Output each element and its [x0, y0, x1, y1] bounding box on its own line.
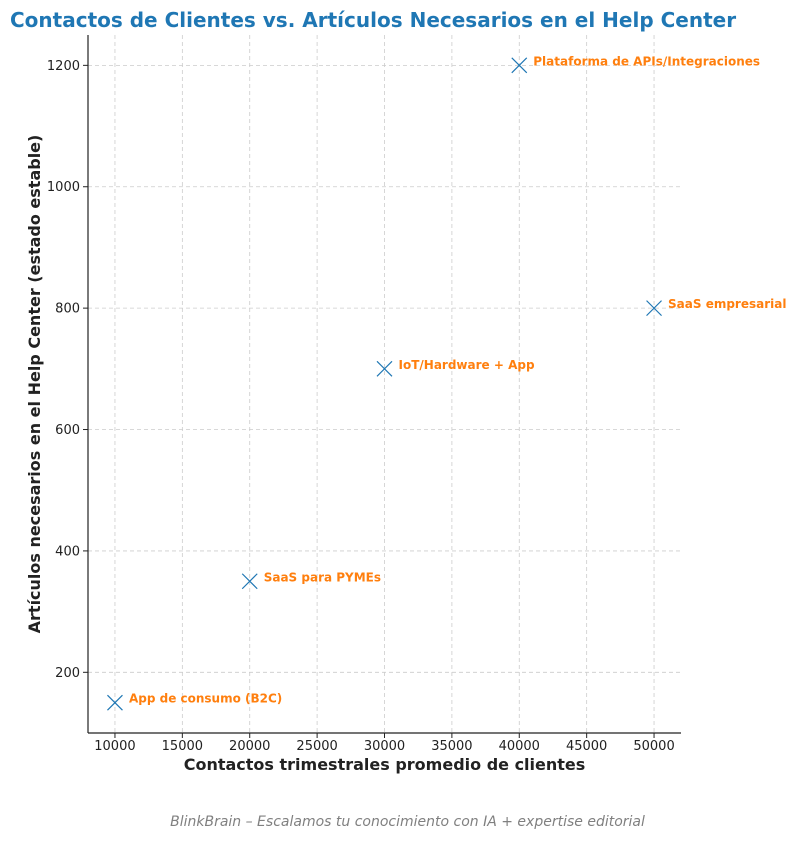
y-axis-ticks: 200 400 600 800 1000 1200	[47, 59, 88, 681]
point-label: SaaS para PYMEs	[264, 570, 381, 584]
y-tick-label: 1200	[47, 59, 80, 74]
x-tick-label: 15000	[162, 739, 203, 754]
y-tick-label: 600	[55, 423, 80, 438]
point-label: SaaS empresarial	[668, 297, 786, 311]
point-label: Plataforma de APIs/Integraciones	[533, 54, 760, 68]
data-point: Plataforma de APIs/Integraciones	[511, 54, 760, 74]
point-label: IoT/Hardware + App	[399, 358, 535, 372]
x-marker	[646, 300, 662, 317]
x-tick-label: 20000	[229, 739, 270, 754]
x-marker	[511, 57, 528, 74]
point-label: App de consumo (B2C)	[129, 692, 282, 706]
x-tick-label: 10000	[94, 739, 135, 754]
x-axis-label: Contactos trimestrales promedio de clien…	[184, 755, 586, 774]
footer-credit: BlinkBrain – Escalamos tu conocimiento c…	[170, 814, 645, 830]
x-tick-label: 30000	[364, 739, 405, 754]
y-tick-label: 200	[55, 666, 80, 681]
x-marker	[241, 573, 258, 590]
y-tick-label: 400	[55, 544, 80, 559]
data-point: IoT/Hardware + App	[376, 358, 535, 377]
data-point: App de consumo (B2C)	[107, 692, 282, 711]
data-points: App de consumo (B2C) SaaS para PYMEs IoT/H…	[107, 54, 786, 711]
x-tick-label: 35000	[431, 739, 472, 754]
x-axis-ticks: 10000 15000 20000 25000 30000 35000 40000 45000…	[94, 733, 675, 754]
y-tick-label: 800	[55, 302, 80, 317]
x-marker	[107, 694, 123, 711]
chart-title: Contactos de Clientes vs. Artículos Nece…	[10, 8, 736, 32]
grid	[88, 35, 681, 733]
y-axis-label: Artículos necesarios en el Help Center (…	[25, 135, 44, 634]
x-tick-label: 45000	[566, 739, 607, 754]
x-tick-label: 50000	[633, 739, 674, 754]
x-marker	[376, 360, 393, 377]
x-tick-label: 25000	[296, 739, 337, 754]
y-tick-label: 1000	[47, 180, 80, 195]
x-tick-label: 40000	[499, 739, 540, 754]
data-point: SaaS para PYMEs	[241, 570, 381, 590]
data-point: SaaS empresarial	[646, 297, 786, 317]
